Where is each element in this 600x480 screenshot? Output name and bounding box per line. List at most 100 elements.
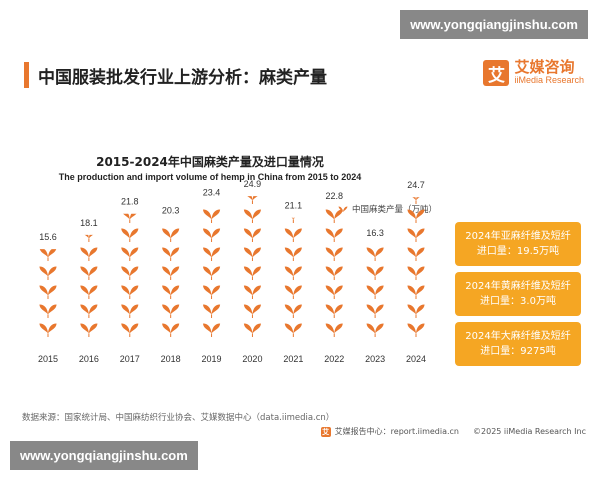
watermark-bottom: www.yongqiangjinshu.com <box>10 441 198 470</box>
footer: 艾 艾媒报告中心：report.iimedia.cn ©2025 iiMedia… <box>320 426 586 437</box>
x-tick-label: 2018 <box>161 354 181 364</box>
leaf-mark <box>80 323 98 337</box>
leaf-mark <box>121 266 139 280</box>
info-box-hemp-line2: 进口量：9275吨 <box>480 346 556 357</box>
leaf-mark <box>407 304 425 318</box>
bar-2020 <box>243 196 261 337</box>
footer-report-link[interactable]: 艾媒报告中心：report.iimedia.cn <box>334 427 460 436</box>
title-accent-bar <box>24 62 29 88</box>
bar-2015 <box>39 249 57 337</box>
info-box-hemp-line1: 2024年大麻纤维及短纤 <box>465 330 571 342</box>
leaf-mark <box>243 323 261 337</box>
info-box-jute-line2: 进口量：3.0万吨 <box>480 296 556 307</box>
leaf-mark <box>325 266 343 280</box>
leaf-mark <box>407 266 425 280</box>
leaf-mark <box>284 266 302 280</box>
bar-2023 <box>366 247 384 337</box>
leaf-mark <box>284 323 302 337</box>
x-tick-label: 2024 <box>406 354 426 364</box>
leaf-mark <box>407 323 425 337</box>
leaf-mark <box>243 266 261 280</box>
value-label: 16.3 <box>366 228 384 238</box>
bar-2024 <box>407 197 425 337</box>
leaf-mark <box>284 285 302 299</box>
watermark-top: www.yongqiangjinshu.com <box>400 10 588 39</box>
value-label: 23.4 <box>203 188 221 198</box>
leaf-mark <box>121 228 139 242</box>
x-tick-label: 2020 <box>242 354 262 364</box>
leaf-mark <box>39 323 57 337</box>
leaf-mark <box>162 247 180 261</box>
value-label: 15.6 <box>39 232 57 242</box>
x-tick-label: 2021 <box>283 354 303 364</box>
info-box-jute: 2024年黄麻纤维及短纤 进口量：3.0万吨 <box>455 272 581 316</box>
leaf-mark <box>325 304 343 318</box>
value-label: 24.7 <box>407 180 425 190</box>
leaf-mark <box>80 285 98 299</box>
leaf-mark <box>284 304 302 318</box>
leaf-mark <box>407 247 425 261</box>
value-label: 24.9 <box>244 179 262 189</box>
leaf-mark <box>203 209 221 223</box>
leaf-mark <box>80 266 98 280</box>
leaf-mark <box>162 323 180 337</box>
leaf-mark <box>203 266 221 280</box>
leaf-mark <box>366 266 384 280</box>
value-label: 21.8 <box>121 197 139 207</box>
logo-name-cn: 艾媒咨询 <box>514 58 575 77</box>
chart-subtitle: The production and import volume of hemp… <box>58 172 362 182</box>
leaf-mark <box>162 266 180 280</box>
bar-2019 <box>203 209 221 337</box>
info-box-jute-line1: 2024年黄麻纤维及短纤 <box>465 280 571 292</box>
leaf-mark <box>123 213 137 223</box>
info-box-flax-line1: 2024年亚麻纤维及短纤 <box>465 230 571 242</box>
leaf-mark <box>203 304 221 318</box>
leaf-mark <box>39 304 57 318</box>
x-tick-label: 2016 <box>79 354 99 364</box>
leaf-mark <box>243 209 261 223</box>
leaf-mark <box>162 285 180 299</box>
leaf-mark <box>243 304 261 318</box>
leaf-mark <box>412 197 420 204</box>
leaf-mark <box>84 234 94 242</box>
x-tick-label: 2015 <box>38 354 58 364</box>
bar-2017 <box>121 213 139 337</box>
leaf-mark <box>325 247 343 261</box>
value-label: 22.8 <box>325 191 343 201</box>
info-box-hemp: 2024年大麻纤维及短纤 进口量：9275吨 <box>455 322 581 366</box>
leaf-mark <box>121 285 139 299</box>
chart-title: 2015-2024年中国麻类产量及进口量情况 <box>96 155 324 169</box>
leaf-mark <box>203 285 221 299</box>
logo-mark-icon: 艾 <box>483 60 510 86</box>
leaf-mark <box>39 266 57 280</box>
bar-2018 <box>162 228 180 337</box>
bar-2022 <box>325 209 343 337</box>
info-box-flax-line2: 进口量：19.5万吨 <box>476 246 560 257</box>
leaf-mark <box>121 247 139 261</box>
leaf-mark <box>243 247 261 261</box>
leaf-mark <box>291 217 295 223</box>
leaf-mark <box>284 228 302 242</box>
leaf-mark <box>39 249 57 261</box>
data-source: 数据来源：国家统计局、中国麻纺织行业协会、艾媒数据中心（data.iimedia… <box>22 413 335 423</box>
info-box-flax: 2024年亚麻纤维及短纤 进口量：19.5万吨 <box>455 222 581 266</box>
leaf-mark <box>366 323 384 337</box>
leaf-mark <box>243 228 261 242</box>
logo-name-en: iiMedia Research <box>514 75 584 86</box>
leaf-mark <box>80 247 98 261</box>
leaf-mark <box>203 323 221 337</box>
bar-2021 <box>284 217 302 337</box>
leaf-mark <box>407 209 425 223</box>
x-tick-label: 2017 <box>120 354 140 364</box>
leaf-mark <box>203 247 221 261</box>
bar-2016 <box>80 234 98 337</box>
page-title: 中国服装批发行业上游分析：麻类产量 <box>38 68 327 88</box>
leaf-mark <box>366 285 384 299</box>
leaf-mark <box>407 285 425 299</box>
leaf-mark <box>243 285 261 299</box>
leaf-mark <box>80 304 98 318</box>
leaf-mark <box>284 247 302 261</box>
value-label: 20.3 <box>162 205 180 215</box>
footer-copyright: ©2025 iiMedia Research Inc <box>473 427 586 436</box>
